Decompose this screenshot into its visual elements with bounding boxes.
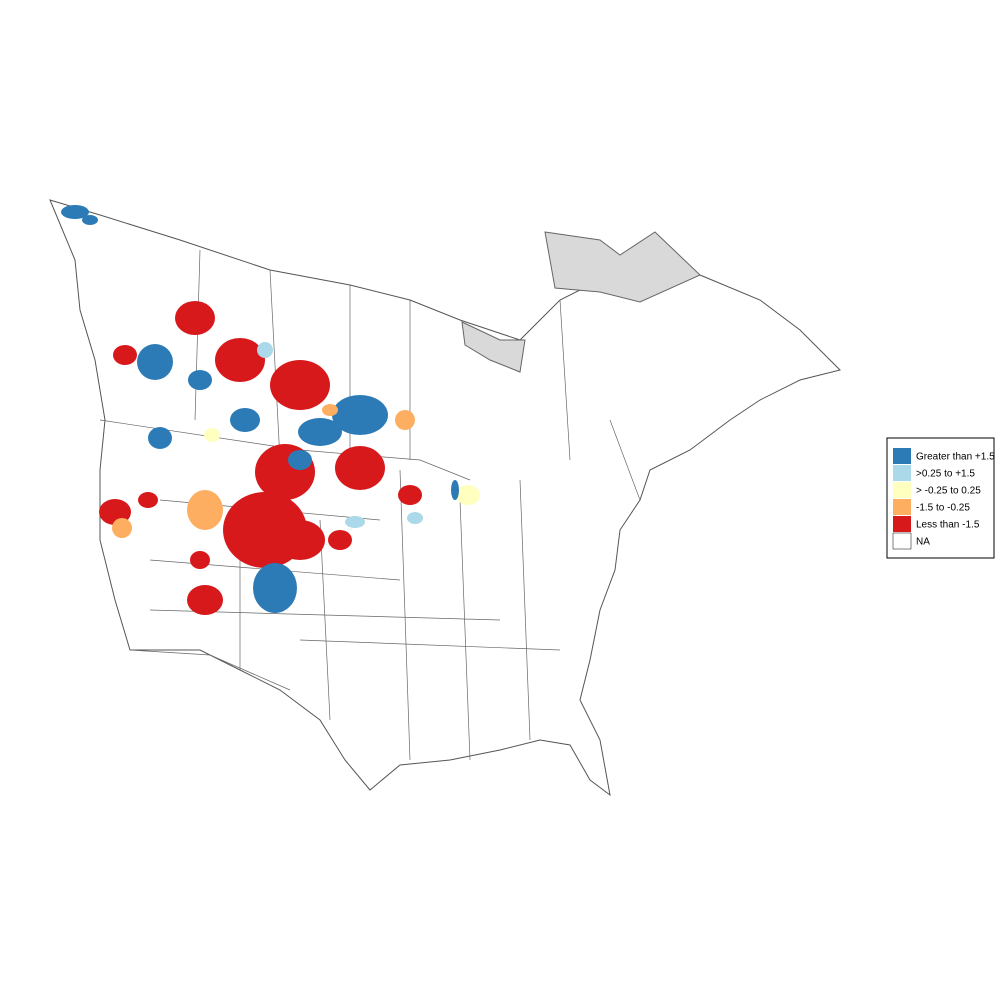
data-region: [395, 410, 415, 430]
data-region: [270, 360, 330, 410]
data-region: [451, 480, 459, 500]
data-region: [345, 516, 365, 528]
data-region: [113, 345, 137, 365]
data-region: [138, 492, 158, 508]
legend-swatch: [893, 499, 911, 515]
data-region: [456, 485, 480, 505]
legend-label: Less than -1.5: [916, 520, 980, 531]
data-region: [407, 512, 423, 524]
data-region: [148, 427, 172, 449]
data-region: [204, 428, 220, 442]
data-region: [322, 404, 338, 416]
legend-label: >0.25 to +1.5: [916, 469, 975, 480]
data-region: [188, 370, 212, 390]
legend-swatch: [893, 448, 911, 464]
data-region: [253, 563, 297, 613]
data-regions: [61, 205, 480, 615]
data-region: [61, 205, 89, 219]
data-region: [398, 485, 422, 505]
data-region: [190, 551, 210, 569]
na-region: [461, 321, 526, 373]
data-region: [288, 450, 312, 470]
data-region: [175, 301, 215, 335]
legend-label: -1.5 to -0.25: [916, 503, 970, 514]
legend-label: > -0.25 to 0.25: [916, 486, 981, 497]
data-region: [187, 585, 223, 615]
data-region: [230, 408, 260, 432]
data-region: [332, 395, 388, 435]
legend-swatch: [893, 465, 911, 481]
data-region: [187, 490, 223, 530]
data-region: [137, 344, 173, 380]
legend-label: NA: [916, 537, 930, 548]
data-region: [82, 215, 98, 225]
legend-swatch: [893, 516, 911, 532]
legend: Greater than +1.5 >0.25 to +1.5 > -0.25 to…: [886, 437, 995, 559]
data-region: [257, 342, 273, 358]
continent-outline: [49, 199, 841, 797]
legend-swatch: [893, 482, 911, 498]
data-region: [328, 530, 352, 550]
data-region: [275, 520, 325, 560]
na-region: [544, 231, 701, 303]
data-region: [112, 518, 132, 538]
data-region: [298, 418, 342, 446]
data-region: [335, 446, 385, 490]
data-region: [215, 338, 265, 382]
legend-swatch: [892, 532, 912, 550]
legend-label: Greater than +1.5: [916, 452, 995, 463]
